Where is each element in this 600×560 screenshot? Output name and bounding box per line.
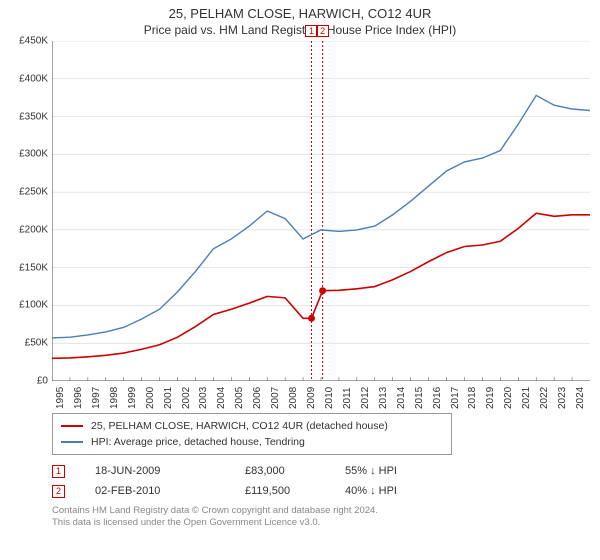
x-tick-label: 1999 [127,387,138,409]
legend-label: 25, PELHAM CLOSE, HARWICH, CO12 4UR (det… [91,420,388,432]
x-axis: 1995 1996 1997 1998 1999 2000 2001 2002 2003 2004… [52,381,590,411]
x-tick-label: 2009 [306,387,317,409]
y-tick-label: £200K [19,224,48,235]
y-tick-label: £0 [37,376,48,387]
sale-marker: 2 [52,485,65,498]
footer-line1: Contains HM Land Registry data © Crown c… [52,505,590,517]
x-tick-label: 2000 [145,387,156,409]
chart-svg [52,41,590,381]
x-tick-label: 2016 [432,387,443,409]
y-tick-label: £400K [19,73,48,84]
sale-delta: 55% ↓ HPI [345,465,465,477]
x-tick-label: 2001 [163,387,174,409]
legend: 25, PELHAM CLOSE, HARWICH, CO12 4UR (det… [52,413,452,455]
event-marker: 2 [317,25,329,37]
sale-price: £119,500 [245,485,345,497]
y-axis: £0£50K£100K£150K£200K£250K£300K£350K£400… [10,41,52,381]
x-tick-label: 2018 [467,387,478,409]
x-tick-label: 2010 [324,387,335,409]
x-tick-label: 1997 [91,387,102,409]
x-tick-label: 2019 [485,387,496,409]
sales-table: 1 18-JUN-2009£83,00055% ↓ HPI 2 02-FEB-2010… [10,461,590,501]
x-tick-label: 2021 [521,387,532,409]
y-tick-label: £450K [19,36,48,47]
x-tick-label: 1998 [109,387,120,409]
sale-marker: 1 [52,465,65,478]
footer-line2: This data is licensed under the Open Gov… [52,517,590,529]
plot: 12 [52,41,590,381]
x-tick-label: 2022 [539,387,550,409]
y-tick-label: £50K [25,338,48,349]
chart-area: £0 £50K £100K £150K £200K £250K £300K £350K £400… [10,41,590,411]
x-tick-label: 2003 [198,387,209,409]
legend-label: HPI: Average price, detached house, Tend… [91,436,305,448]
x-tick-label: 2006 [252,387,263,409]
legend-row: 25, PELHAM CLOSE, HARWICH, CO12 4UR (det… [61,418,443,434]
x-tick-label: 1996 [73,387,84,409]
sale-row: 2 02-FEB-2010£119,50040% ↓ HPI [52,481,590,501]
legend-row: HPI: Average price, detached house, Tend… [61,434,443,450]
sale-delta: 40% ↓ HPI [345,485,465,497]
y-tick-label: £150K [19,262,48,273]
sale-date: 18-JUN-2009 [95,465,245,477]
sale-price: £83,000 [245,465,345,477]
x-tick-label: 2011 [342,387,353,409]
legend-swatch [61,425,83,427]
x-tick-label: 2024 [575,387,586,409]
x-tick-label: 2012 [360,387,371,409]
y-tick-label: £350K [19,111,48,122]
y-tick-label: £100K [19,300,48,311]
footer: Contains HM Land Registry data © Crown c… [52,505,590,530]
y-tick-label: £300K [19,149,48,160]
title-main: 25, PELHAM CLOSE, HARWICH, CO12 4UR [10,6,590,21]
sale-row: 1 18-JUN-2009£83,00055% ↓ HPI [52,461,590,481]
title-sub: Price paid vs. HM Land Registry's House … [10,23,590,37]
chart-container: 25, PELHAM CLOSE, HARWICH, CO12 4UR Pric… [0,0,600,560]
x-tick-label: 2020 [503,387,514,409]
x-tick-label: 2013 [378,387,389,409]
x-tick-label: 2017 [450,387,461,409]
x-tick-label: 2004 [216,387,227,409]
x-tick-label: 2005 [234,387,245,409]
y-tick-label: £250K [19,187,48,198]
x-tick-label: 2014 [396,387,407,409]
title-block: 25, PELHAM CLOSE, HARWICH, CO12 4UR Pric… [10,6,590,37]
x-tick-label: 1995 [55,387,66,409]
x-tick-label: 2002 [181,387,192,409]
x-tick-label: 2023 [557,387,568,409]
legend-swatch [61,441,83,443]
sale-date: 02-FEB-2010 [95,485,245,497]
x-tick-label: 2015 [414,387,425,409]
x-tick-label: 2007 [270,387,281,409]
x-tick-label: 2008 [288,387,299,409]
